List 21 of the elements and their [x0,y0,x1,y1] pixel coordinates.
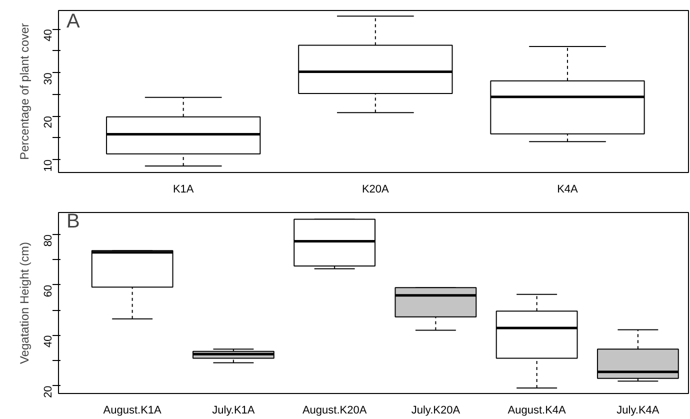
y-axis-title: Vegatation Height (cm) [18,242,32,364]
annotation: A [66,10,80,32]
annotation: B [66,210,80,232]
y-tick-label: 60 [42,284,54,298]
x-tick-label: August.K1A [103,404,162,416]
y-axis-title: Percentage of plant cover [18,23,32,160]
y-tick-label: 40 [42,335,54,348]
x-tick-label: July.K1A [212,404,256,416]
y-tick-label: 10 [42,159,54,172]
y-tick-label: 30 [42,72,54,85]
x-tick-label: August.K20A [302,404,368,416]
x-tick-label: K1A [172,184,194,196]
x-tick-label: August.K4A [508,404,567,416]
x-tick-label: July.K20A [411,404,461,416]
y-tick-label: 80 [42,234,54,247]
y-tick-label: 20 [42,116,54,128]
y-tick-label: 40 [42,29,54,42]
y-tick-label: 20 [42,386,54,398]
x-tick-label: K4A [557,184,579,196]
x-tick-label: July.K4A [616,404,660,416]
x-tick-label: K20A [362,184,390,196]
